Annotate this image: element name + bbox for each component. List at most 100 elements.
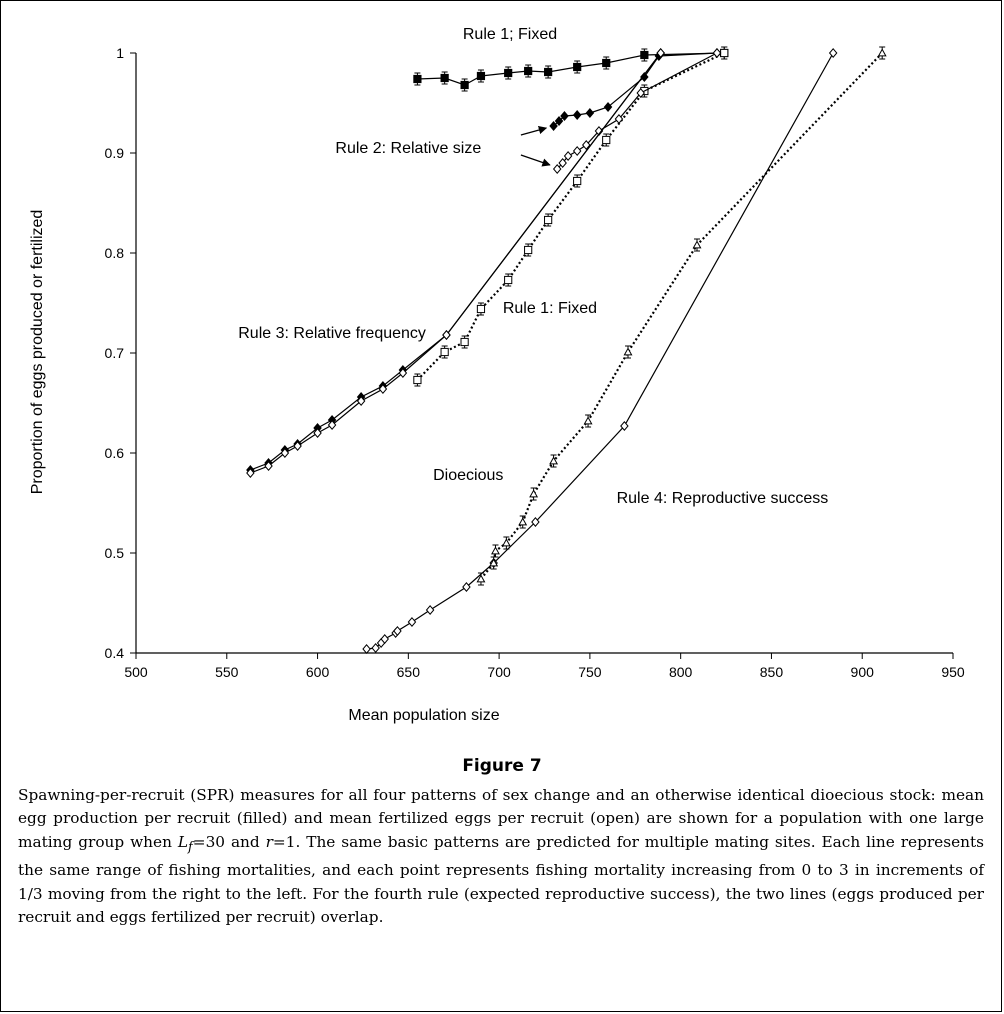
data-point bbox=[491, 546, 500, 555]
axes: 500 550 600 650 700 750 800 850 900 950 0.4 0.5 0.6 0… bbox=[105, 45, 965, 680]
annotation-label: Rule 3: Relative frequency bbox=[238, 325, 426, 342]
data-point bbox=[476, 304, 486, 314]
data-point bbox=[407, 617, 417, 627]
series-rule2-open bbox=[552, 48, 722, 174]
y-tick-label: 0.9 bbox=[105, 145, 125, 161]
y-tick-label: 0.6 bbox=[105, 445, 125, 461]
series-rule3-filled bbox=[246, 48, 665, 475]
data-point bbox=[656, 48, 665, 58]
data-point bbox=[531, 517, 540, 527]
data-point bbox=[549, 121, 558, 131]
data-point bbox=[264, 461, 273, 471]
data-point bbox=[280, 448, 290, 458]
data-point bbox=[504, 275, 513, 285]
data-point bbox=[563, 151, 573, 161]
x-tick-label: 750 bbox=[578, 664, 602, 680]
y-tick-label: 1 bbox=[116, 45, 124, 61]
data-point bbox=[460, 80, 469, 90]
rule2-arrow-filled bbox=[520, 125, 548, 136]
series-rule1-filled bbox=[413, 46, 729, 92]
spr-chart: 500 550 600 650 700 750 800 850 900 950 0.4 0.5 0.6 0… bbox=[29, 26, 965, 724]
series-rule1-open bbox=[413, 46, 729, 387]
data-point bbox=[378, 384, 388, 394]
caption-sub-f: f bbox=[188, 839, 193, 855]
data-point bbox=[581, 140, 591, 150]
data-point bbox=[393, 626, 402, 636]
data-point bbox=[362, 644, 371, 654]
caption-part-1: Spawning-per-recruit (SPR) measures for … bbox=[18, 786, 984, 851]
annotation-label: Rule 1; Fixed bbox=[463, 26, 557, 43]
data-point bbox=[442, 330, 451, 340]
figure-caption: Spawning-per-recruit (SPR) measures for … bbox=[18, 784, 984, 929]
data-point bbox=[552, 164, 562, 174]
x-tick-label: 900 bbox=[851, 664, 875, 680]
caption-part-3: =1. The same basic patterns are predicte… bbox=[18, 832, 984, 927]
x-tick-label: 800 bbox=[669, 664, 693, 680]
data-point bbox=[636, 88, 645, 98]
series-line bbox=[480, 52, 883, 580]
y-tick-label: 0.4 bbox=[105, 645, 125, 661]
x-tick-label: 550 bbox=[215, 664, 239, 680]
data-point bbox=[573, 176, 582, 186]
y-tick-label: 0.8 bbox=[105, 245, 125, 261]
data-point bbox=[356, 396, 366, 406]
data-point bbox=[371, 643, 380, 653]
data-point bbox=[614, 114, 624, 124]
annotation-label: Rule 2: Relative size bbox=[335, 140, 481, 157]
data-point bbox=[603, 102, 613, 112]
data-point bbox=[313, 428, 322, 438]
data-point bbox=[524, 245, 533, 255]
plot-area bbox=[246, 46, 887, 654]
y-tick-label: 0.5 bbox=[105, 545, 125, 561]
data-point bbox=[327, 420, 337, 430]
data-point bbox=[554, 116, 564, 126]
data-point bbox=[640, 72, 649, 82]
data-point bbox=[572, 110, 582, 120]
x-tick-label: 950 bbox=[941, 664, 965, 680]
data-point bbox=[549, 456, 559, 465]
data-point bbox=[692, 240, 702, 249]
data-point bbox=[518, 517, 528, 526]
y-axis-label: Proportion of eggs produced or fertilize… bbox=[29, 210, 46, 495]
x-tick-label: 600 bbox=[306, 664, 330, 680]
data-point bbox=[476, 574, 486, 583]
data-point bbox=[623, 347, 633, 356]
data-point bbox=[293, 441, 302, 451]
x-tick-label: 850 bbox=[760, 664, 784, 680]
data-point bbox=[440, 73, 449, 83]
series-line bbox=[417, 52, 725, 86]
data-point bbox=[572, 146, 582, 156]
data-point bbox=[573, 62, 582, 72]
series-rule4 bbox=[362, 48, 838, 654]
caption-var-r: r bbox=[265, 832, 273, 851]
data-point bbox=[583, 416, 593, 425]
data-point bbox=[585, 108, 595, 118]
data-point bbox=[398, 368, 408, 378]
data-point bbox=[602, 58, 611, 68]
data-point bbox=[602, 135, 611, 145]
data-point bbox=[246, 468, 255, 478]
annotation-label: Rule 1: Fixed bbox=[503, 300, 597, 317]
x-tick-label: 700 bbox=[487, 664, 511, 680]
x-tick-label: 500 bbox=[124, 664, 148, 680]
caption-var-l: L bbox=[177, 832, 189, 851]
series-line bbox=[250, 52, 662, 474]
series-dioecious bbox=[476, 46, 887, 586]
data-point bbox=[462, 582, 471, 592]
series-rule3-open bbox=[246, 48, 665, 478]
series-line bbox=[250, 52, 662, 471]
data-point bbox=[413, 375, 422, 385]
data-point bbox=[380, 634, 389, 644]
data-point bbox=[720, 48, 729, 58]
data-point bbox=[877, 48, 887, 57]
data-point bbox=[413, 74, 422, 84]
annotation-label: Dioecious bbox=[433, 467, 503, 484]
data-point bbox=[440, 347, 449, 357]
annotations: Rule 1; Fixed Rule 2: Relative size Rule 3… bbox=[238, 26, 828, 507]
data-point bbox=[560, 111, 569, 121]
annotation-label: Rule 4: Reproductive success bbox=[617, 490, 829, 507]
data-point bbox=[501, 538, 511, 547]
data-point bbox=[620, 421, 629, 431]
data-point bbox=[524, 66, 533, 76]
